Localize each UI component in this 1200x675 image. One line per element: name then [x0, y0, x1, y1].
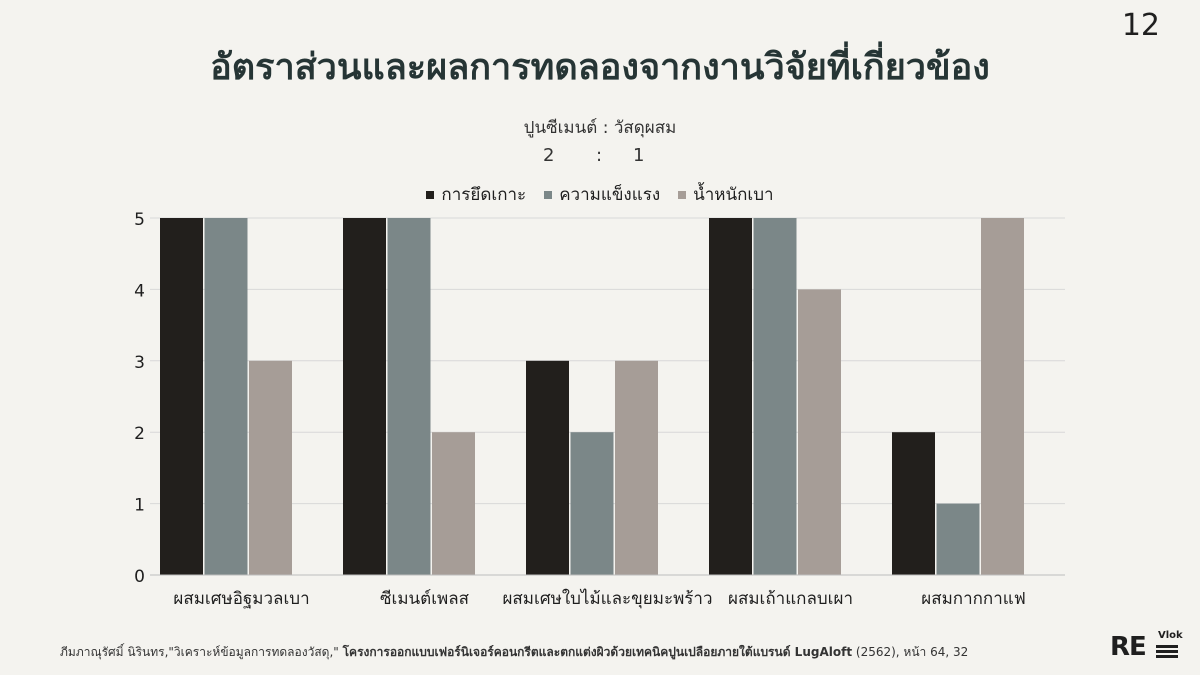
chart-legend: การยึดเกาะ ความแข็งแรง น้ำหนักเบา: [0, 181, 1200, 208]
y-tick-label: 3: [134, 353, 145, 373]
logo-lines-icon: [1156, 645, 1178, 660]
ratio-left: 2: [543, 145, 555, 166]
bar: [709, 218, 752, 575]
legend-item-3: น้ำหนักเบา: [678, 181, 774, 208]
bar: [981, 218, 1024, 575]
legend-item-1: การยึดเกาะ: [426, 181, 526, 208]
bar: [936, 503, 980, 575]
bar: [798, 289, 841, 575]
y-tick-label: 4: [134, 281, 145, 301]
x-tick-label: ผสมกากกาแฟ: [921, 589, 1026, 609]
page-number: 12: [1121, 8, 1160, 43]
citation-suffix: (2562), หน้า 64, 32: [855, 645, 969, 659]
x-tick-label: ซีเมนต์เพลส: [380, 589, 470, 609]
bar: [570, 432, 614, 575]
bar: [160, 218, 203, 575]
bar: [753, 218, 797, 575]
legend-label-1: การยึดเกาะ: [441, 185, 527, 205]
x-tick-label: ผสมเศษใบไม้และขุยมะพร้าว: [502, 588, 712, 609]
bar-chart: 0 1 2 3 4 5 ผสมเศษอิฐมวลเบา ซีเมนต์เพลส ผสมเศษใบ…: [134, 210, 1065, 609]
legend-swatch-3: [678, 190, 687, 199]
logo-subtext: Vlok: [1158, 630, 1183, 641]
ratio-right: 1: [633, 145, 645, 166]
page-title: อัตราส่วนและผลการทดลองจากงานวิจัยที่เกี่…: [210, 47, 990, 88]
legend-label-2: ความแข็งแรง: [559, 185, 661, 205]
bar: [526, 360, 569, 575]
bar: [249, 360, 292, 575]
bar: [892, 432, 935, 575]
legend-label-3: น้ำหนักเบา: [693, 185, 774, 205]
legend-swatch-2: [544, 190, 553, 199]
y-tick-label: 5: [134, 210, 145, 230]
bar: [387, 218, 431, 575]
bar: [204, 218, 248, 575]
bar: [615, 360, 658, 575]
citation-footer: ภีมภาณุรัศมิ์ นิรินทร,"วิเคราะห์ข้อมูลกา…: [60, 643, 968, 662]
x-tick-label: ผสมเถ้าแกลบเผา: [728, 589, 853, 609]
citation-prefix: ภีมภาณุรัศมิ์ นิรินทร,"วิเคราะห์ข้อมูลกา…: [60, 645, 339, 659]
bar: [343, 218, 386, 575]
logo-text: RE: [1110, 632, 1147, 662]
citation-title: โครงการออกแบบเฟอร์นิเจอร์คอนกรีตและตกแต่…: [342, 645, 853, 659]
chart-subtitle: ปูนซีเมนต์ : วัสดุผสม: [523, 118, 677, 138]
brand-logo: RE Vlok: [1110, 630, 1183, 662]
y-tick-label: 1: [134, 496, 145, 516]
y-tick-label: 2: [134, 424, 145, 444]
legend-swatch-1: [426, 190, 435, 199]
y-tick-label: 0: [134, 567, 145, 587]
bar: [432, 432, 475, 575]
ratio-separator: :: [596, 145, 603, 166]
legend-item-2: ความแข็งแรง: [544, 181, 660, 208]
x-tick-label: ผสมเศษอิฐมวลเบา: [173, 589, 309, 609]
